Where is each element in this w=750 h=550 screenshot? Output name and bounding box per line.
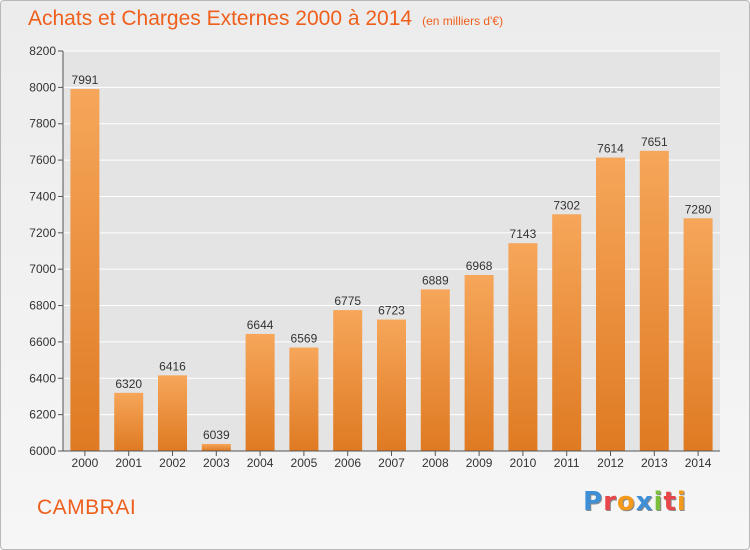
bar xyxy=(464,275,494,451)
data-label: 6039 xyxy=(203,428,230,442)
logo-letter: P xyxy=(583,487,604,517)
bar xyxy=(683,218,713,451)
x-tick-label: 2013 xyxy=(641,456,668,470)
bar xyxy=(377,319,406,451)
data-label: 7280 xyxy=(685,202,712,216)
data-label: 6644 xyxy=(247,318,274,332)
x-tick-label: 2001 xyxy=(115,456,142,470)
bar xyxy=(114,392,144,451)
x-tick-label: 2005 xyxy=(291,456,318,470)
bar xyxy=(201,443,231,451)
bar xyxy=(508,243,538,451)
logo-letter: i xyxy=(653,487,664,517)
bar xyxy=(552,214,582,451)
y-tick-label: 7000 xyxy=(29,262,56,276)
y-tick-label: 7800 xyxy=(29,117,56,131)
proxiti-logo: Proxiti xyxy=(583,487,687,517)
logo-letter: r xyxy=(603,487,617,517)
data-label: 6416 xyxy=(159,359,186,373)
chart-title: Achats et Charges Externes 2000 à 2014 (e… xyxy=(28,7,503,31)
x-tick-label: 2014 xyxy=(685,456,712,470)
logo-letter: x xyxy=(635,487,654,517)
logo-letter: o xyxy=(616,487,636,517)
y-tick-label: 7600 xyxy=(29,153,56,167)
y-tick-label: 7400 xyxy=(29,189,56,203)
bar xyxy=(289,347,319,451)
bar xyxy=(420,289,450,451)
bar xyxy=(639,150,669,451)
data-label: 6569 xyxy=(291,332,318,346)
chart-title-text: Achats et Charges Externes 2000 à 2014 xyxy=(28,7,413,30)
y-tick-label: 6400 xyxy=(29,371,56,385)
data-label: 7302 xyxy=(553,198,580,212)
data-label: 7143 xyxy=(510,227,537,241)
x-tick-label: 2008 xyxy=(422,456,449,470)
y-tick-label: 8000 xyxy=(29,80,56,94)
chart-subtitle: (en milliers d'€) xyxy=(422,14,504,28)
bar xyxy=(70,89,100,451)
data-label: 7991 xyxy=(72,73,99,87)
bar xyxy=(158,375,187,451)
x-tick-label: 2007 xyxy=(378,456,405,470)
y-tick-label: 6000 xyxy=(29,444,56,458)
x-tick-label: 2012 xyxy=(597,456,624,470)
bar xyxy=(596,157,625,451)
y-tick-label: 7200 xyxy=(29,226,56,240)
y-tick-label: 6800 xyxy=(29,299,56,313)
bar xyxy=(245,333,275,451)
data-label: 7614 xyxy=(597,142,624,156)
x-tick-label: 2000 xyxy=(72,456,99,470)
data-label: 7651 xyxy=(641,135,668,149)
data-label: 6723 xyxy=(378,304,405,318)
x-tick-label: 2004 xyxy=(247,456,274,470)
x-tick-label: 2003 xyxy=(203,456,230,470)
data-label: 6775 xyxy=(334,294,361,308)
y-tick-label: 6600 xyxy=(29,335,56,349)
y-tick-label: 6200 xyxy=(29,408,56,422)
x-tick-label: 2006 xyxy=(334,456,361,470)
data-label: 6320 xyxy=(115,377,142,391)
x-tick-label: 2009 xyxy=(466,456,493,470)
x-tick-label: 2002 xyxy=(159,456,186,470)
data-label: 6889 xyxy=(422,273,449,287)
logo-letter: t xyxy=(663,487,677,517)
x-tick-label: 2010 xyxy=(510,456,537,470)
x-tick-label: 2011 xyxy=(554,456,580,470)
data-label: 6968 xyxy=(466,259,493,273)
logo-letter: i xyxy=(676,487,687,517)
city-name: CAMBRAI xyxy=(37,496,137,519)
y-tick-label: 8200 xyxy=(29,44,56,58)
bar xyxy=(333,310,363,451)
